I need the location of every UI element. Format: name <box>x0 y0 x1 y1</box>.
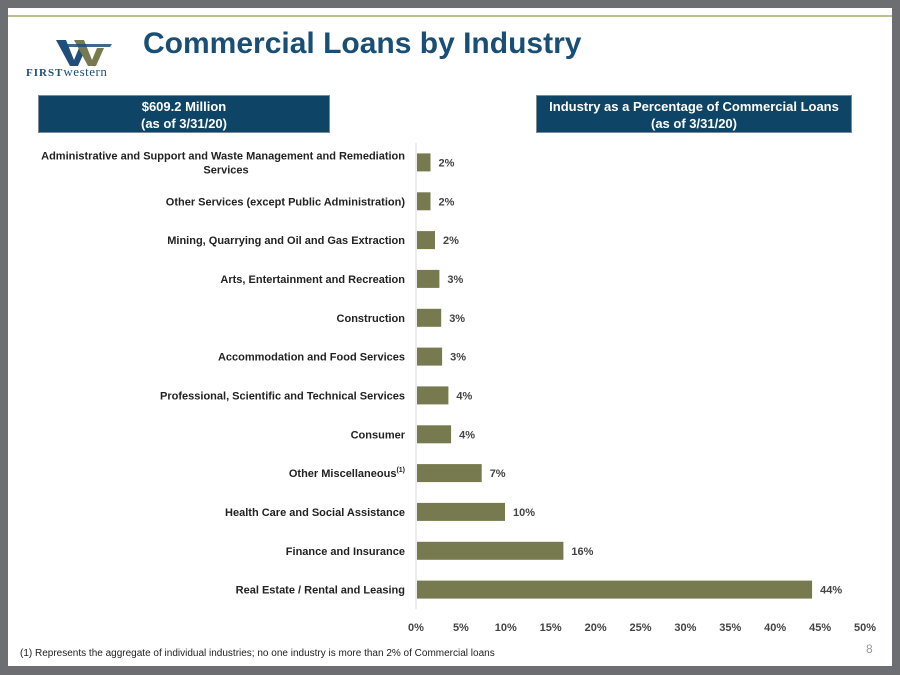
page-number: 8 <box>866 642 873 656</box>
slide: FIRSTwestern Commercial Loans by Industr… <box>8 8 892 666</box>
bar-7 <box>417 425 452 444</box>
bar-4 <box>417 308 442 327</box>
bar-2 <box>417 231 435 250</box>
category-label-0-0: Administrative and Support and Waste Man… <box>41 150 405 162</box>
total-loans-box: $609.2 Million (as of 3/31/20) <box>38 95 330 133</box>
chart-heading-box: Industry as a Percentage of Commercial L… <box>536 95 852 133</box>
x-tick-label-6: 30% <box>674 622 696 634</box>
data-label-2: 2% <box>443 235 459 247</box>
logo-western: western <box>63 64 108 79</box>
top-rule <box>8 15 892 17</box>
data-label-0: 2% <box>439 157 455 169</box>
bar-11 <box>417 580 813 599</box>
chart-heading: Industry as a Percentage of Commercial L… <box>549 99 839 114</box>
page-title: Commercial Loans by Industry <box>143 27 582 60</box>
data-label-4: 3% <box>449 313 465 325</box>
category-label-7-0: Consumer <box>351 429 406 441</box>
x-tick-label-1: 5% <box>453 622 469 634</box>
category-label-3-0: Arts, Entertainment and Recreation <box>220 274 405 286</box>
category-label-11-0: Real Estate / Rental and Leasing <box>236 585 405 597</box>
x-tick-label-2: 10% <box>495 622 517 634</box>
chart-heading-date: (as of 3/31/20) <box>651 116 737 131</box>
category-label-5-0: Accommodation and Food Services <box>218 352 405 364</box>
data-label-11: 44% <box>820 585 842 597</box>
x-tick-label-4: 20% <box>585 622 607 634</box>
category-label-9-0: Health Care and Social Assistance <box>225 507 405 519</box>
bar-1 <box>417 192 431 211</box>
bar-0 <box>417 153 431 172</box>
category-label-10-0: Finance and Insurance <box>286 546 405 558</box>
x-tick-label-9: 45% <box>809 622 831 634</box>
x-tick-label-5: 25% <box>629 622 651 634</box>
industry-bar-chart: 2% Administrative and Support and Waste M… <box>41 143 876 634</box>
x-tick-label-0: 0% <box>408 622 424 634</box>
category-label-0-1: Services <box>203 164 248 176</box>
bar-6 <box>417 386 449 405</box>
bar-5 <box>417 347 443 366</box>
data-label-7: 4% <box>459 429 475 441</box>
first-western-logo-icon <box>56 40 112 66</box>
category-label-6-0: Professional, Scientific and Technical S… <box>160 390 405 402</box>
bar-10 <box>417 541 564 560</box>
category-label-1-0: Other Services (except Public Administra… <box>166 196 406 208</box>
x-tick-label-7: 35% <box>719 622 741 634</box>
logo-wordmark: FIRSTwestern <box>26 64 107 80</box>
bar-3 <box>417 269 440 288</box>
data-label-9: 10% <box>513 507 535 519</box>
data-label-8: 7% <box>490 468 506 480</box>
data-label-10: 16% <box>571 546 593 558</box>
category-label-2-0: Mining, Quarrying and Oil and Gas Extrac… <box>167 235 405 247</box>
logo-first: FIRST <box>26 67 64 79</box>
bar-8 <box>417 464 482 483</box>
x-tick-label-3: 15% <box>540 622 562 634</box>
category-label-4-0: Construction <box>337 313 406 325</box>
total-loans-amount: $609.2 Million <box>141 99 227 114</box>
x-tick-label-8: 40% <box>764 622 786 634</box>
footnote: (1) Represents the aggregate of individu… <box>20 648 495 659</box>
bar-9 <box>417 502 505 521</box>
x-tick-label-10: 50% <box>854 622 876 634</box>
data-label-5: 3% <box>450 352 466 364</box>
category-label-8-0: Other Miscellaneous(1) <box>289 467 405 480</box>
category-superscript-8: (1) <box>396 467 405 474</box>
data-label-6: 4% <box>456 390 472 402</box>
total-loans-date: (as of 3/31/20) <box>141 116 227 131</box>
data-label-3: 3% <box>447 274 463 286</box>
data-label-1: 2% <box>439 196 455 208</box>
